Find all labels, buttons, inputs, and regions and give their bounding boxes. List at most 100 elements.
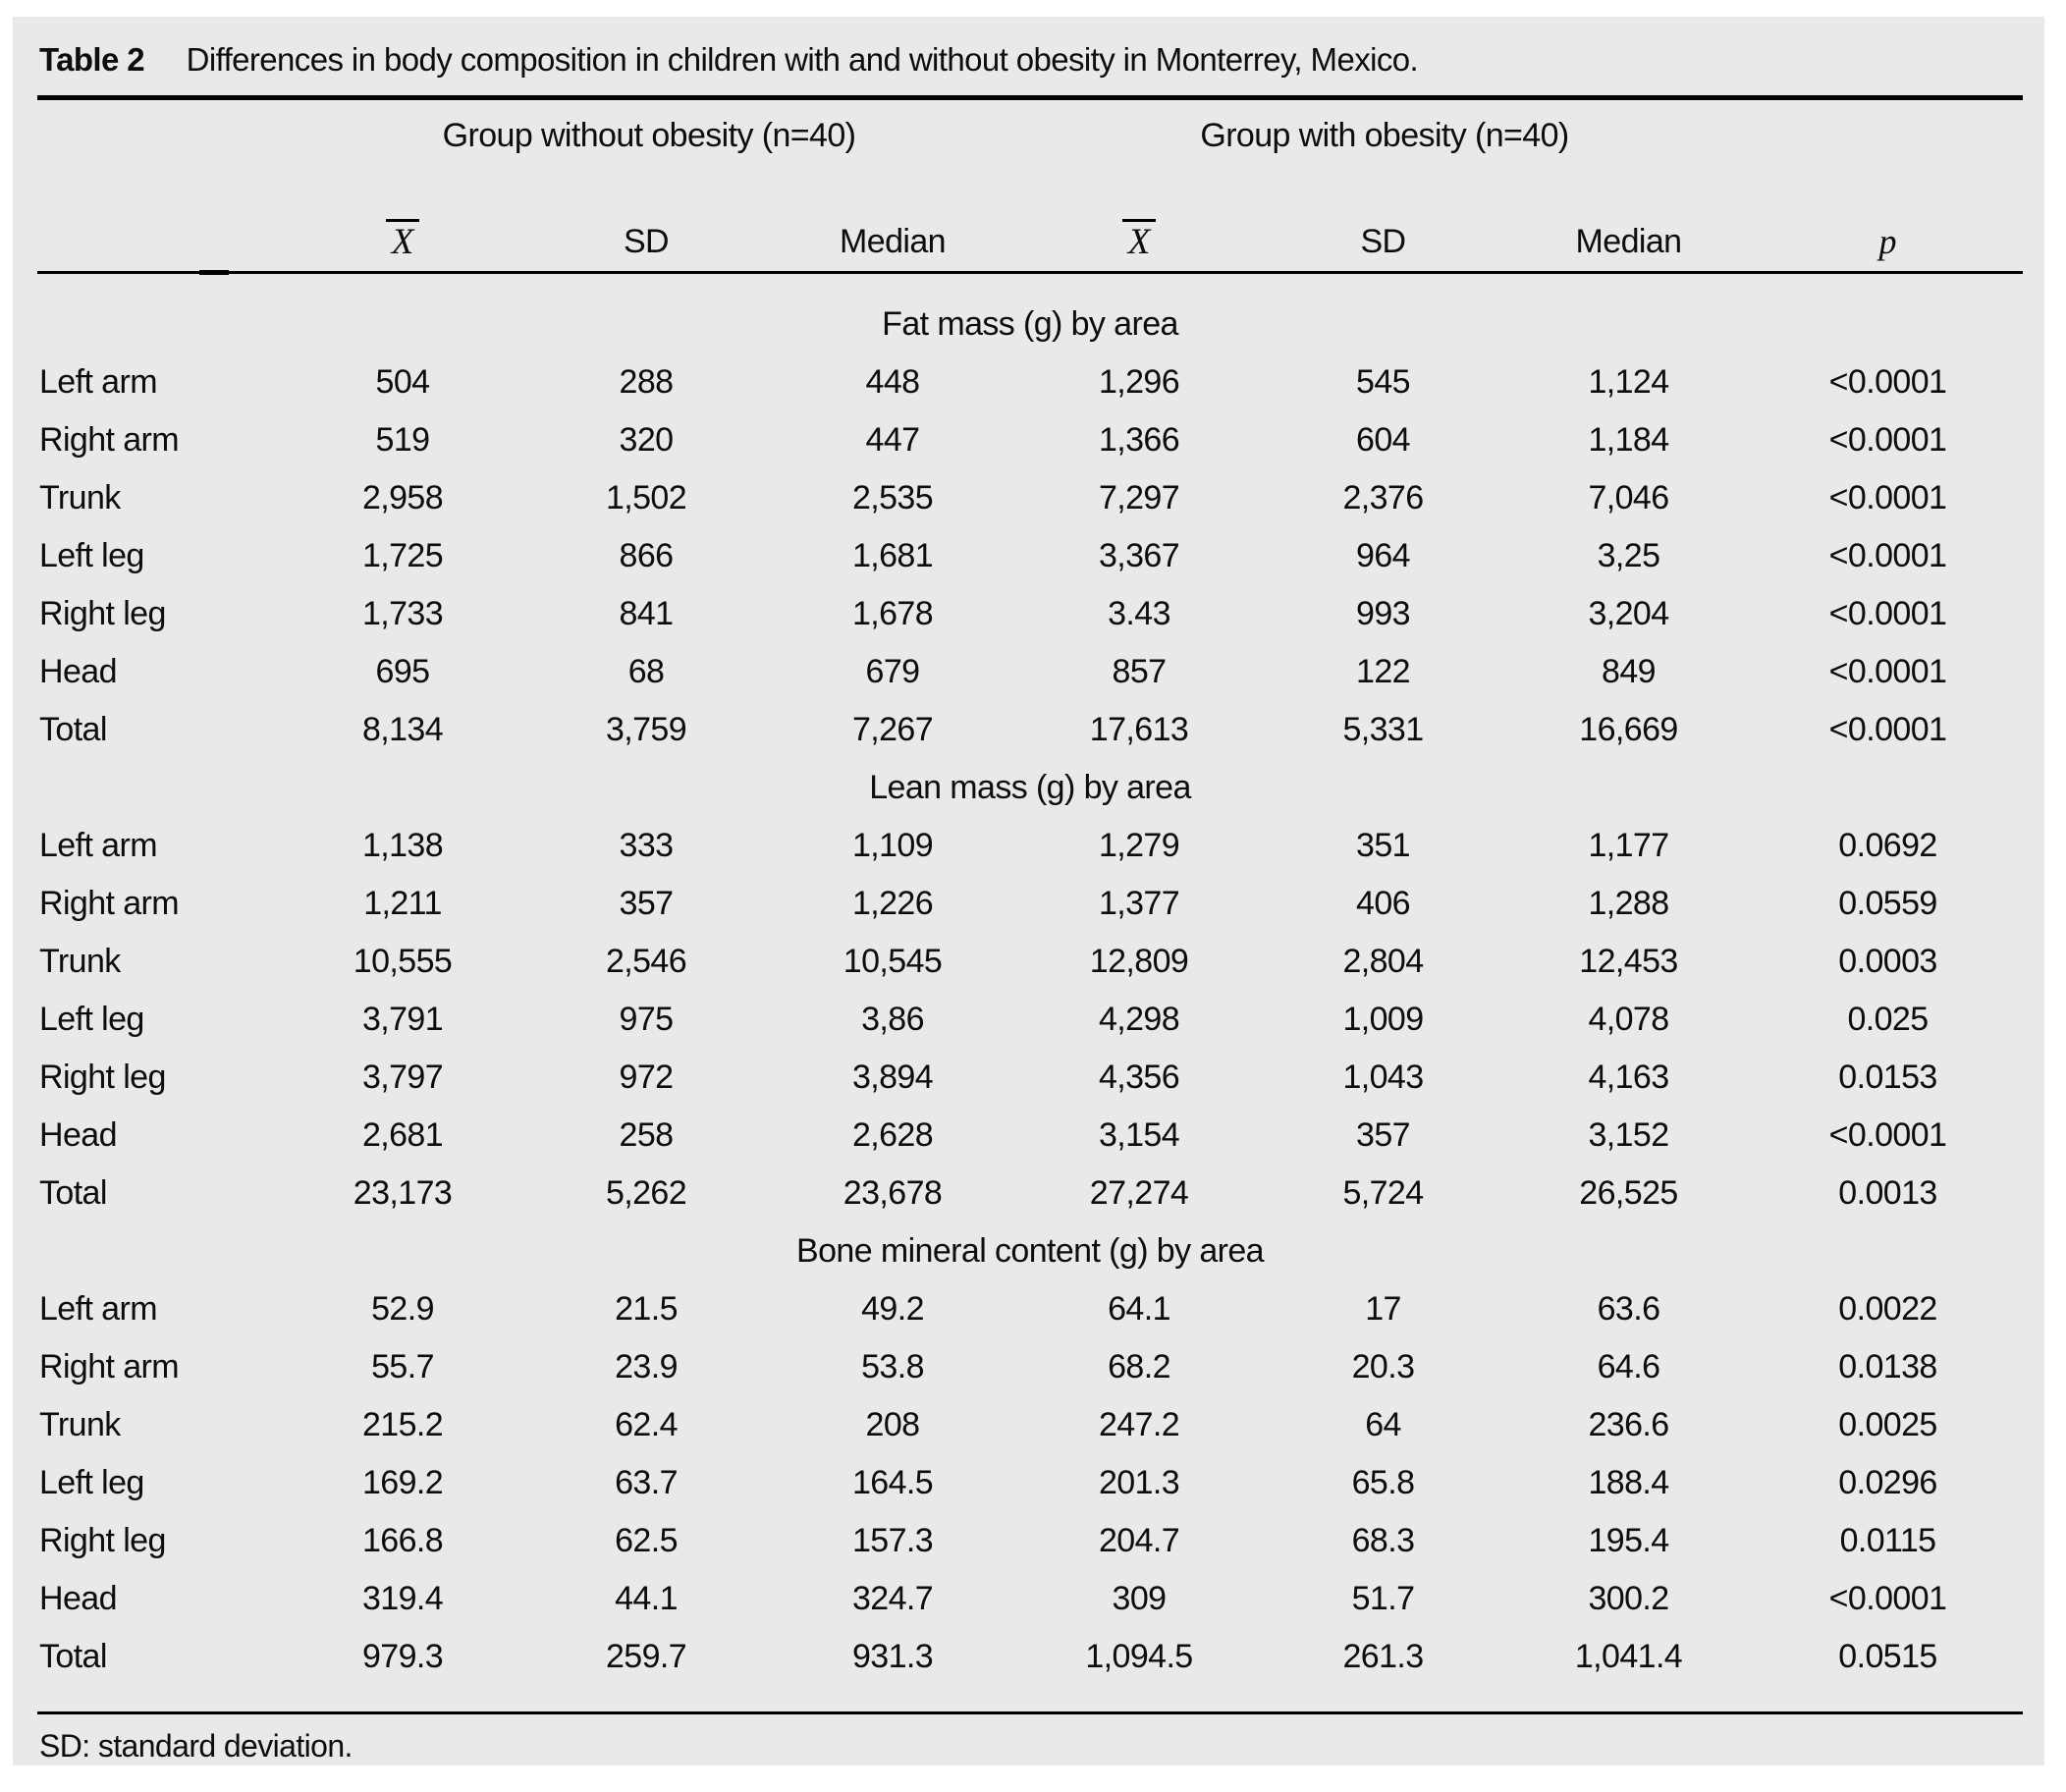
cell-mean-with: 64.1 [1108,1290,1170,1328]
cell-mean-without: 8,134 [361,711,444,748]
cell-median-with: 1,041.4 [1574,1638,1683,1675]
cell-mean-with: 1,279 [1098,827,1180,864]
cell-mean-with: 309 [1112,1580,1168,1617]
cell-sd-without: 258 [619,1116,675,1154]
table-row: Left arm 1,138 333 1,109 1,279 351 1,177… [37,817,2023,875]
bottom-rule [37,1711,2023,1714]
table-title: Differences in body composition in child… [186,41,1419,78]
row-label: Right arm [39,1348,180,1385]
cell-mean-without: 1,138 [361,827,444,864]
cell-mean-with: 12,809 [1089,943,1189,980]
cell-p-value: 0.0115 [1839,1522,1936,1559]
cell-p-value: 0.0692 [1838,827,1937,864]
group-header-with-obesity: Group with obesity (n=40) [1200,117,1569,154]
section-header-bone-mineral-content: Bone mineral content (g) by area [796,1232,1265,1270]
table-row: Left leg 169.2 63.7 164.5 201.3 65.8 188… [37,1454,2023,1512]
cell-mean-without: 319.4 [361,1580,444,1617]
cell-sd-with: 357 [1356,1116,1411,1154]
p-value-header: p [1753,212,2023,271]
cell-mean-with: 3.43 [1108,595,1170,632]
cell-median-without: 1,678 [851,595,934,632]
table-row: Head 695 68 679 857 122 849 <0.0001 [37,643,2023,701]
row-label: Head [39,653,117,690]
row-label: Trunk [39,1406,121,1443]
cell-sd-without: 62.5 [615,1522,678,1559]
table-panel: Table 2 Differences in body composition … [13,17,2044,1765]
cell-mean-with: 1,094.5 [1085,1638,1193,1675]
cell-median-with: 1,184 [1588,421,1669,459]
cell-p-value: 0.0025 [1838,1406,1937,1443]
cell-sd-without: 259.7 [605,1638,687,1675]
row-label: Right leg [39,1522,166,1559]
cell-mean-without: 52.9 [371,1290,434,1328]
table-row: Left arm 52.9 21.5 49.2 64.1 17 63.6 0.0… [37,1280,2023,1338]
table-row: Right leg 3,797 972 3,894 4,356 1,043 4,… [37,1049,2023,1107]
cell-median-without: 931.3 [851,1638,934,1675]
cell-sd-with: 261.3 [1342,1638,1424,1675]
section-header-lean-mass: Lean mass (g) by area [869,769,1191,806]
row-label: Right leg [39,1059,166,1096]
cell-median-with: 7,046 [1588,479,1669,516]
cell-median-with: 195.4 [1588,1522,1669,1559]
row-label: Total [39,711,107,748]
cell-mean-with: 857 [1112,653,1168,690]
cell-mean-with: 3,367 [1098,537,1180,574]
cell-mean-without: 1,211 [363,885,442,922]
cell-mean-without: 519 [375,421,431,459]
cell-median-without: 10,545 [843,943,943,980]
cell-median-without: 1,109 [851,827,934,864]
cell-mean-with: 1,296 [1098,363,1180,401]
cell-median-with: 26,525 [1579,1174,1678,1212]
sd-header-without: SD [623,223,670,260]
cell-median-without: 208 [865,1406,921,1443]
cell-mean-without: 215.2 [361,1406,444,1443]
cell-sd-with: 1,009 [1342,1001,1424,1038]
cell-median-with: 3,152 [1588,1116,1669,1154]
column-header-row: X SD Median X SD Median p [37,212,2023,271]
table-row: Trunk 215.2 62.4 208 247.2 64 236.6 0.00… [37,1396,2023,1454]
cell-p-value: 0.0013 [1838,1174,1937,1212]
cell-p-value: <0.0001 [1828,537,1947,574]
cell-mean-without: 3,791 [361,1001,444,1038]
cell-sd-with: 5,724 [1342,1174,1424,1212]
table-row: Right leg 1,733 841 1,678 3.43 993 3,204… [37,585,2023,643]
cell-median-with: 1,177 [1588,827,1669,864]
row-label: Left leg [39,1001,144,1038]
median-header-with: Median [1575,223,1683,260]
cell-p-value: 0.025 [1847,1001,1929,1038]
cell-mean-with: 204.7 [1098,1522,1180,1559]
mean-symbol: X [1121,219,1157,260]
cell-median-with: 1,288 [1588,885,1669,922]
row-label-header-spacer [37,212,282,271]
cell-sd-with: 351 [1356,827,1411,864]
cell-median-without: 448 [865,363,921,401]
cell-sd-with: 5,331 [1342,711,1424,748]
table-caption: Table 2 Differences in body composition … [37,17,2023,80]
cell-mean-with: 4,356 [1098,1059,1180,1096]
cell-median-without: 2,535 [851,479,934,516]
table-row: Total 23,173 5,262 23,678 27,274 5,724 2… [37,1165,2023,1222]
cell-median-with: 4,163 [1588,1059,1669,1096]
cell-p-value: <0.0001 [1828,595,1947,632]
cell-p-value: 0.0022 [1838,1290,1937,1328]
mean-header-with: X [1016,212,1262,271]
table-row: Trunk 2,958 1,502 2,535 7,297 2,376 7,04… [37,469,2023,527]
cell-sd-with: 65.8 [1351,1464,1415,1501]
cell-mean-without: 2,958 [361,479,444,516]
table-row: Left leg 1,725 866 1,681 3,367 964 3,25 … [37,527,2023,585]
cell-mean-with: 201.3 [1098,1464,1180,1501]
cell-sd-without: 5,262 [605,1174,687,1212]
section-bone-mineral-content: Bone mineral content (g) by area Left ar… [37,1222,2023,1686]
cell-mean-without: 1,733 [361,595,444,632]
section-header-fat-mass: Fat mass (g) by area [882,305,1178,343]
cell-mean-without: 55.7 [371,1348,434,1385]
cell-median-without: 447 [865,421,921,459]
cell-sd-with: 51.7 [1351,1580,1415,1617]
header-rule-notch [199,270,229,275]
row-label: Head [39,1116,117,1154]
cell-mean-with: 27,274 [1089,1174,1189,1212]
cell-sd-without: 62.4 [615,1406,678,1443]
cell-mean-without: 2,681 [361,1116,444,1154]
section-fat-mass: Fat mass (g) by area Left arm 504 288 44… [37,296,2023,759]
cell-sd-without: 44.1 [615,1580,678,1617]
